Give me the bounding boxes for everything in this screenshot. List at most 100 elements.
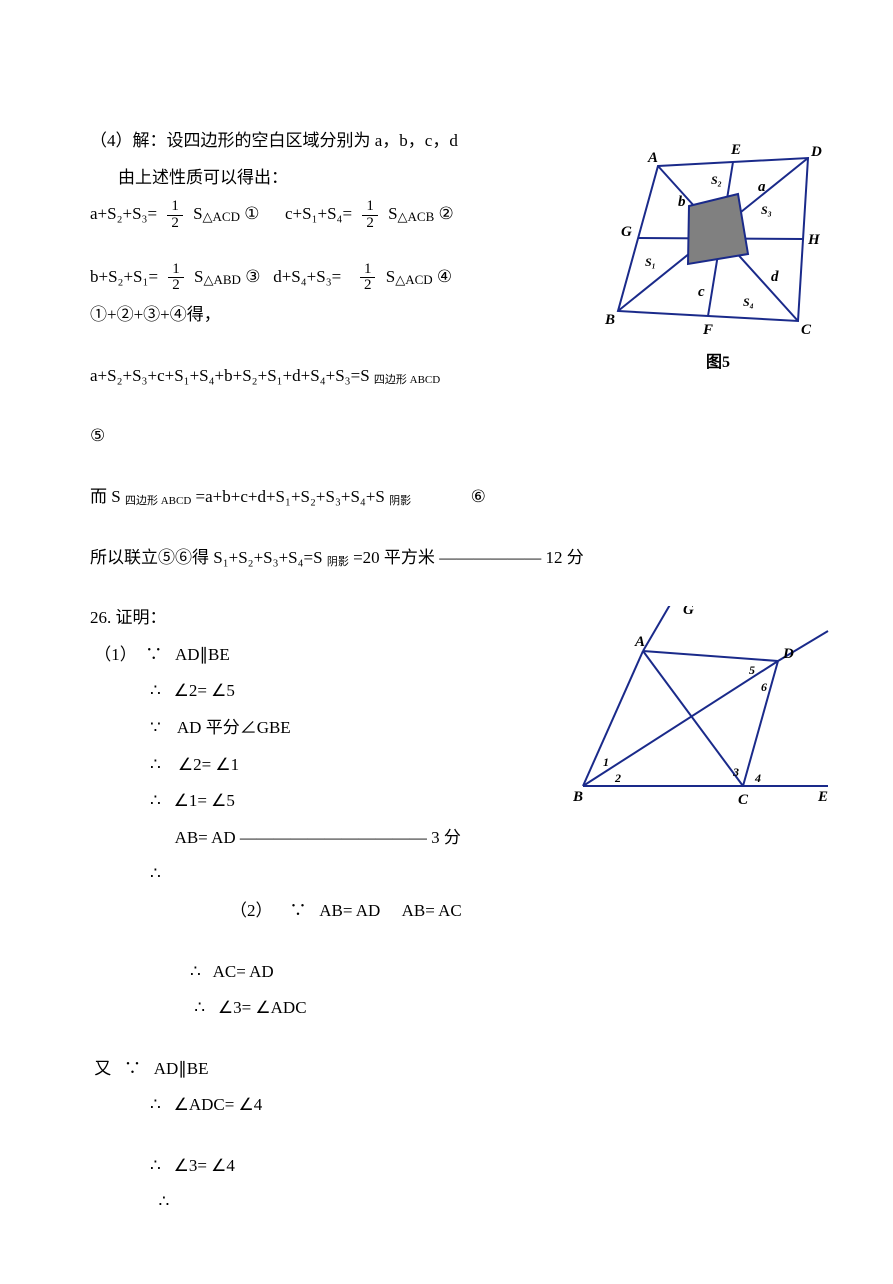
p26-l11-row: ∠3= ∠4 xyxy=(90,1151,793,1182)
page-content: A D C B E F G H a b c d S₁ S₂ S₃ S₄ 图5 xyxy=(90,126,793,1218)
figure-5-svg: A D C B E F G H a b c d S₁ S₂ S₃ S₄ xyxy=(603,136,833,336)
because-icon xyxy=(145,645,162,664)
concl-pre: 所以联立⑤⑥得 S₁+S₂+S₃+S₄=S xyxy=(90,548,323,567)
eq5-sub: 四边形 ABCD xyxy=(374,374,440,386)
p26-lone-therefore xyxy=(90,859,793,890)
therefore-icon-5 xyxy=(190,962,201,981)
eq6-pre: 而 S xyxy=(90,487,121,506)
circ-2: ② xyxy=(439,204,454,223)
eq4-s: S xyxy=(386,267,395,286)
svg-text:B: B xyxy=(573,789,583,805)
eq1-s: S xyxy=(193,204,202,223)
figure-26-svg: A B C D E G 1 2 3 4 5 6 xyxy=(573,606,833,826)
svg-text:1: 1 xyxy=(603,755,609,769)
p26-p2-label: （2） xyxy=(230,901,273,920)
eq5-body: a+S₂+S₃+c+S₁+S₄+b+S₂+S₁+d+S₄+S₃=S xyxy=(90,366,370,385)
circ-1: ① xyxy=(244,204,259,223)
eq1-sub: △ACD xyxy=(203,209,240,224)
p26-l1: AD∥BE xyxy=(175,645,230,664)
svg-text:3: 3 xyxy=(732,765,739,779)
eq4-sub: △ACD xyxy=(395,272,432,287)
svg-text:D: D xyxy=(782,646,794,662)
svg-text:G: G xyxy=(621,224,632,240)
therefore-icon-3 xyxy=(150,791,161,810)
p26-p2a: AB= AD xyxy=(319,901,380,920)
svg-text:4: 4 xyxy=(754,771,761,785)
therefore-icon-6 xyxy=(194,998,205,1017)
eq4-lhs: d+S₄+S₃= xyxy=(273,267,341,286)
svg-text:6: 6 xyxy=(761,680,767,694)
p26-l7: AC= AD xyxy=(213,962,274,981)
circ-5-line: ⑤ xyxy=(90,421,793,452)
figure-26: A B C D E G 1 2 3 4 5 6 xyxy=(573,606,833,837)
half-2: 12 xyxy=(362,199,378,232)
p26-p2b: AB= AC xyxy=(402,901,462,920)
score-12: 12 分 xyxy=(545,548,583,567)
svg-text:F: F xyxy=(702,322,713,336)
p4-conclusion: 所以联立⑤⑥得 S₁+S₂+S₃+S₄=S 阴影 =20 平方米 ―――――― … xyxy=(90,543,793,574)
eq6-shadow: 阴影 xyxy=(389,495,411,507)
therefore-icon-4 xyxy=(150,864,161,883)
svg-text:2: 2 xyxy=(614,771,621,785)
svg-text:C: C xyxy=(801,322,812,336)
svg-text:A: A xyxy=(634,634,645,650)
eq2-lhs: c+S₁+S₄= xyxy=(285,204,352,223)
svg-text:a: a xyxy=(758,179,766,195)
circ-4: ④ xyxy=(437,267,452,286)
p26-l6: AB= AD xyxy=(175,828,236,847)
svg-text:5: 5 xyxy=(749,663,755,677)
p26-l7-row: AC= AD xyxy=(90,957,793,988)
because-icon-4 xyxy=(124,1059,141,1078)
svg-text:S₃: S₃ xyxy=(761,203,772,217)
eq3-lhs: b+S₂+S₁= xyxy=(90,267,158,286)
eq3-sub: △ABD xyxy=(204,272,241,287)
dash-line-1: ―――――― xyxy=(439,548,541,567)
svg-text:G: G xyxy=(683,606,694,618)
svg-text:A: A xyxy=(647,150,658,166)
p26-l5: ∠1= ∠5 xyxy=(174,791,235,810)
svg-text:E: E xyxy=(817,789,828,805)
concl-shadow: 阴影 xyxy=(327,556,349,568)
svg-text:c: c xyxy=(698,284,705,300)
figure-5: A D C B E F G H a b c d S₁ S₂ S₃ S₄ 图5 xyxy=(603,136,833,377)
because-icon-3 xyxy=(290,901,307,920)
svg-text:B: B xyxy=(604,312,615,328)
p26-l8: ∠3= ∠ADC xyxy=(218,998,307,1017)
concl-post: =20 平方米 xyxy=(353,548,435,567)
svg-text:d: d xyxy=(771,269,779,285)
therefore-icon-8 xyxy=(150,1156,161,1175)
svg-text:D: D xyxy=(810,144,822,160)
because-icon-2 xyxy=(150,718,161,737)
svg-text:S₄: S₄ xyxy=(743,295,754,309)
svg-text:H: H xyxy=(807,232,821,248)
eq6-body: =a+b+c+d+S₁+S₂+S₃+S₄+S xyxy=(196,487,385,506)
p26-l10: ∠ADC= ∠4 xyxy=(174,1095,263,1114)
eq6-sub1: 四边形 ABCD xyxy=(125,495,191,507)
p26-l4: ∠2= ∠1 xyxy=(178,755,239,774)
p26-p1-label: （1） xyxy=(94,645,137,664)
score-3: 3 分 xyxy=(431,828,461,847)
therefore-icon-7 xyxy=(150,1095,161,1114)
p26-also: 又 xyxy=(94,1059,111,1078)
svg-text:S₂: S₂ xyxy=(711,173,722,187)
p26-l8-row: ∠3= ∠ADC xyxy=(90,993,793,1024)
circ-3: ③ xyxy=(245,267,260,286)
p26-l10-row: ∠ADC= ∠4 xyxy=(90,1090,793,1121)
p26-l9: AD∥BE xyxy=(154,1059,209,1078)
half-1: 12 xyxy=(167,199,183,232)
therefore-icon-2 xyxy=(150,755,161,774)
svg-text:S₁: S₁ xyxy=(645,255,656,269)
p26-l3: AD 平分∠GBE xyxy=(177,718,291,737)
svg-text:b: b xyxy=(678,194,686,210)
eq3-s: S xyxy=(194,267,203,286)
dash-line-2: ――――――――――― xyxy=(240,828,427,847)
p26-l2: ∠2= ∠5 xyxy=(174,681,235,700)
therefore-icon xyxy=(150,681,161,700)
eq2-sub: △ACB xyxy=(398,209,435,224)
eq2-s: S xyxy=(388,204,397,223)
p26-final-therefore xyxy=(90,1187,793,1218)
svg-text:C: C xyxy=(738,792,749,808)
p4-eq6: 而 S 四边形 ABCD =a+b+c+d+S₁+S₂+S₃+S₄+S 阴影 ⑥ xyxy=(90,482,793,513)
circ-6: ⑥ xyxy=(471,487,486,506)
p26-also-row: 又 AD∥BE xyxy=(90,1054,793,1085)
